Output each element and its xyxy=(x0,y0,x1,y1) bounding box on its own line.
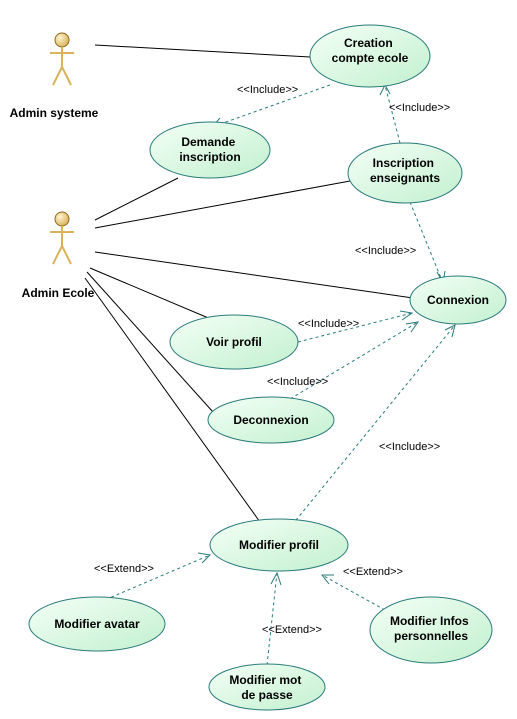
label-include-inscription-creation: <<Include>> xyxy=(389,102,450,114)
dep-inscription-connexion xyxy=(410,202,443,283)
stick-figure-icon xyxy=(50,212,74,264)
usecase-inscription-enseignants[interactable]: Inscription enseignants xyxy=(348,143,462,203)
dep-voirprofil-connexion-arrow xyxy=(400,311,412,320)
usecase-label: Deconnexion xyxy=(233,413,308,427)
usecase-label: Modifier Infos personnelles xyxy=(390,614,472,643)
assoc-adminecole-demande xyxy=(95,178,178,220)
assoc-adminecole-voirprofil xyxy=(90,268,225,325)
actor-admin-ecole[interactable]: Admin Ecole xyxy=(22,212,95,300)
usecase-modifier-mot-de-passe[interactable]: Modifier mot de passe xyxy=(209,664,325,710)
assoc-adminsys-creation xyxy=(95,45,310,57)
usecase-modifier-infos-personnelles[interactable]: Modifier Infos personnelles xyxy=(370,597,492,663)
usecase-voir-profil[interactable]: Voir profil xyxy=(170,315,298,369)
dep-inscription-creation xyxy=(385,85,400,143)
dep-infos-modifprofil-arrow xyxy=(322,575,334,584)
label-include-deconnexion: <<Include>> xyxy=(267,376,328,388)
actor-label: Admin systeme xyxy=(10,106,99,120)
dep-mdp-modifprofil xyxy=(267,573,277,665)
dep-deconnexion-connexion xyxy=(280,322,418,405)
usecase-label: Demande inscription xyxy=(179,135,240,164)
assoc-adminecole-connexion xyxy=(95,252,413,298)
usecase-label: Modifier avatar xyxy=(54,617,140,631)
dep-avatar-modifprofil-arrow xyxy=(198,553,210,563)
assoc-adminecole-inscription xyxy=(95,181,350,228)
dep-infos-modifprofil xyxy=(322,575,385,610)
label-include-modifprofil: <<Include>> xyxy=(379,441,440,453)
stick-figure-icon xyxy=(50,33,74,85)
actor-label: Admin Ecole xyxy=(22,286,95,300)
dep-modifprofil-connexion-arrow xyxy=(445,325,455,337)
associations xyxy=(85,45,413,522)
usecase-connexion[interactable]: Connexion xyxy=(410,276,506,324)
label-include-inscription-connexion: <<Include>> xyxy=(355,245,416,257)
label-extend-avatar: <<Extend>> xyxy=(94,563,154,575)
usecase-deconnexion[interactable]: Deconnexion xyxy=(208,397,334,443)
usecase-label: Inscription enseignants xyxy=(370,156,440,185)
actor-admin-systeme[interactable]: Admin systeme xyxy=(10,33,99,120)
usecase-modifier-profil[interactable]: Modifier profil xyxy=(210,519,348,571)
label-include-voirprofil: <<Include>> xyxy=(298,318,359,330)
usecase-modifier-avatar[interactable]: Modifier avatar xyxy=(29,597,165,651)
usecase-label: Modifier profil xyxy=(239,538,319,552)
usecase-demande-inscription[interactable]: Demande inscription xyxy=(150,122,270,178)
label-extend-mdp: <<Extend>> xyxy=(262,624,322,636)
usecase-label: Connexion xyxy=(427,293,489,307)
label-include-demande: <<Include>> xyxy=(237,84,298,96)
usecase-label: Voir profil xyxy=(206,335,262,349)
label-extend-infos: <<Extend>> xyxy=(343,566,403,578)
usecase-creation-compte-ecole[interactable]: Creation compte ecole xyxy=(310,25,430,87)
